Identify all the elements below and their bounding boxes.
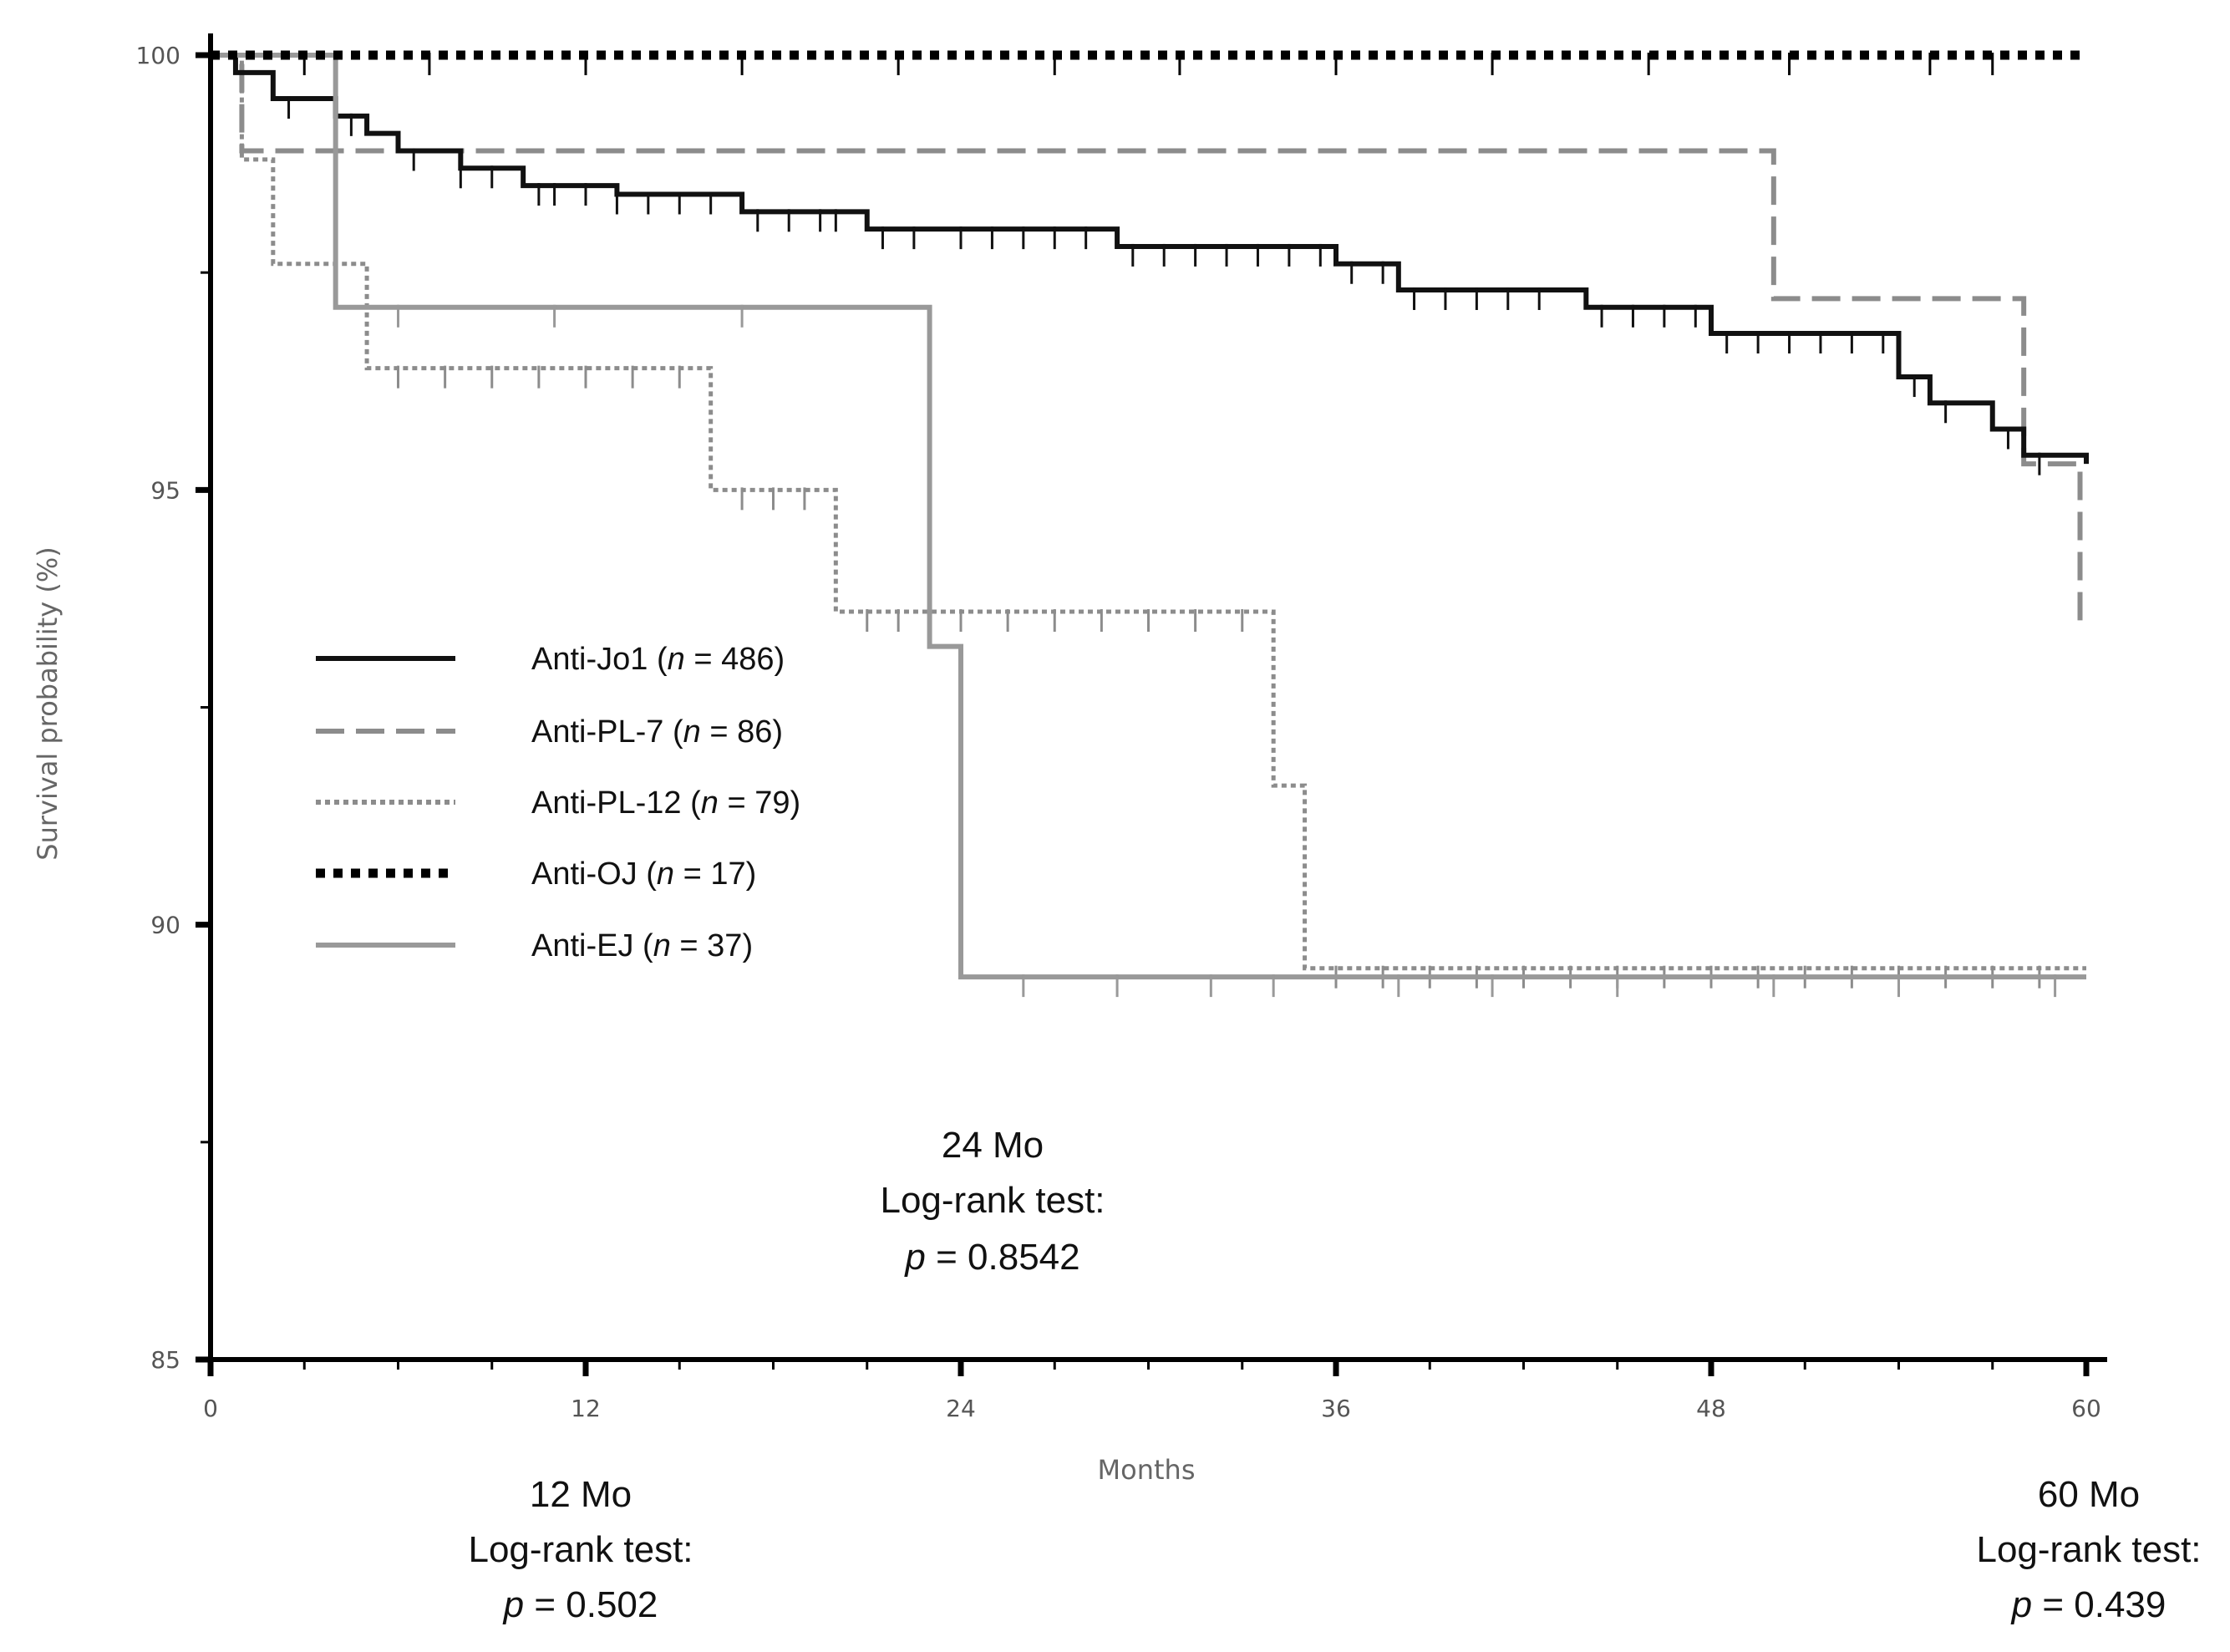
y-axis-title: Survival probability (%) — [32, 546, 63, 860]
legend-item-pl7: Anti-PL-7 (n = 86) — [316, 714, 783, 750]
legend-label-pl12: Anti-PL-12 — [531, 785, 682, 821]
legend-label-ej: Anti-EJ — [531, 928, 633, 963]
annotation-12mo-title: 12 Mo — [530, 1474, 632, 1515]
x-axis-title: Months — [1098, 1454, 1196, 1486]
x-tick-label: 60 — [2071, 1395, 2101, 1422]
annotation-24mo-p: = 0.8542 — [936, 1237, 1080, 1278]
x-tick-label: 36 — [1321, 1395, 1351, 1422]
svg-text:p = 0.8542: p = 0.8542 — [903, 1237, 1079, 1278]
svg-text:Anti-OJ (n = 17): Anti-OJ (n = 17) — [531, 856, 756, 892]
legend-label-pl7: Anti-PL-7 — [531, 714, 663, 750]
annotation-24mo-title: 24 Mo — [942, 1125, 1044, 1166]
curve-jo1 — [211, 53, 2089, 465]
svg-text:Anti-PL-7 (n = 86): Anti-PL-7 (n = 86) — [531, 714, 783, 750]
annotation-24mo: 24 Mo Log-rank test: p = 0.8542 — [880, 1125, 1105, 1278]
curve-pl12 — [211, 53, 2086, 971]
legend-label-oj: Anti-OJ — [531, 856, 638, 892]
annotation-60mo-test: Log-rank test: — [1976, 1529, 2201, 1570]
y-tick-label: 95 — [150, 476, 180, 504]
svg-text:p = 0.439: p = 0.439 — [2010, 1584, 2167, 1625]
legend: Anti-Jo1 (n = 486) Anti-PL-7 (n = 86) An… — [316, 642, 800, 963]
legend-n-oj: 17 — [710, 856, 745, 892]
annotation-24mo-test: Log-rank test: — [880, 1180, 1105, 1221]
legend-n-jo1: 486 — [721, 642, 774, 677]
svg-text:Anti-EJ (n = 37): Anti-EJ (n = 37) — [531, 928, 753, 963]
legend-item-oj: Anti-OJ (n = 17) — [316, 856, 756, 892]
x-tick-label: 24 — [946, 1395, 976, 1422]
curve-pl7 — [211, 53, 2083, 621]
annotation-60mo-p: = 0.439 — [2042, 1584, 2166, 1625]
legend-item-jo1: Anti-Jo1 (n = 486) — [316, 642, 785, 677]
legend-item-pl12: Anti-PL-12 (n = 79) — [316, 785, 800, 821]
svg-text:Anti-Jo1 (n = 486): Anti-Jo1 (n = 486) — [531, 642, 785, 677]
survival-curves — [211, 50, 2089, 998]
y-tick-label: 85 — [150, 1346, 180, 1374]
annotation-60mo: 60 Mo Log-rank test: p = 0.439 — [1976, 1474, 2201, 1625]
legend-item-ej: Anti-EJ (n = 37) — [316, 928, 753, 963]
legend-n-pl7: 86 — [737, 714, 772, 750]
annotation-12mo-test: Log-rank test: — [468, 1529, 693, 1570]
svg-text:p = 0.502: p = 0.502 — [502, 1584, 658, 1625]
svg-text:Anti-PL-12 (n = 79): Anti-PL-12 (n = 79) — [531, 785, 800, 821]
legend-n-pl12: 79 — [754, 785, 790, 821]
annotation-12mo: 12 Mo Log-rank test: p = 0.502 — [468, 1474, 693, 1625]
x-tick-label: 12 — [571, 1395, 601, 1422]
annotation-60mo-title: 60 Mo — [2038, 1474, 2140, 1515]
annotation-12mo-p: = 0.502 — [534, 1584, 658, 1625]
x-tick-label: 48 — [1696, 1395, 1726, 1422]
legend-n-ej: 37 — [707, 928, 742, 963]
y-tick-label: 90 — [150, 912, 180, 939]
legend-label-jo1: Anti-Jo1 — [531, 642, 648, 677]
x-tick-label: 0 — [203, 1395, 218, 1422]
curve-ej — [211, 53, 2086, 980]
axes: 85 90 95 100 0 12 24 36 48 60 — [136, 33, 2107, 1422]
y-tick-label: 100 — [136, 42, 180, 69]
